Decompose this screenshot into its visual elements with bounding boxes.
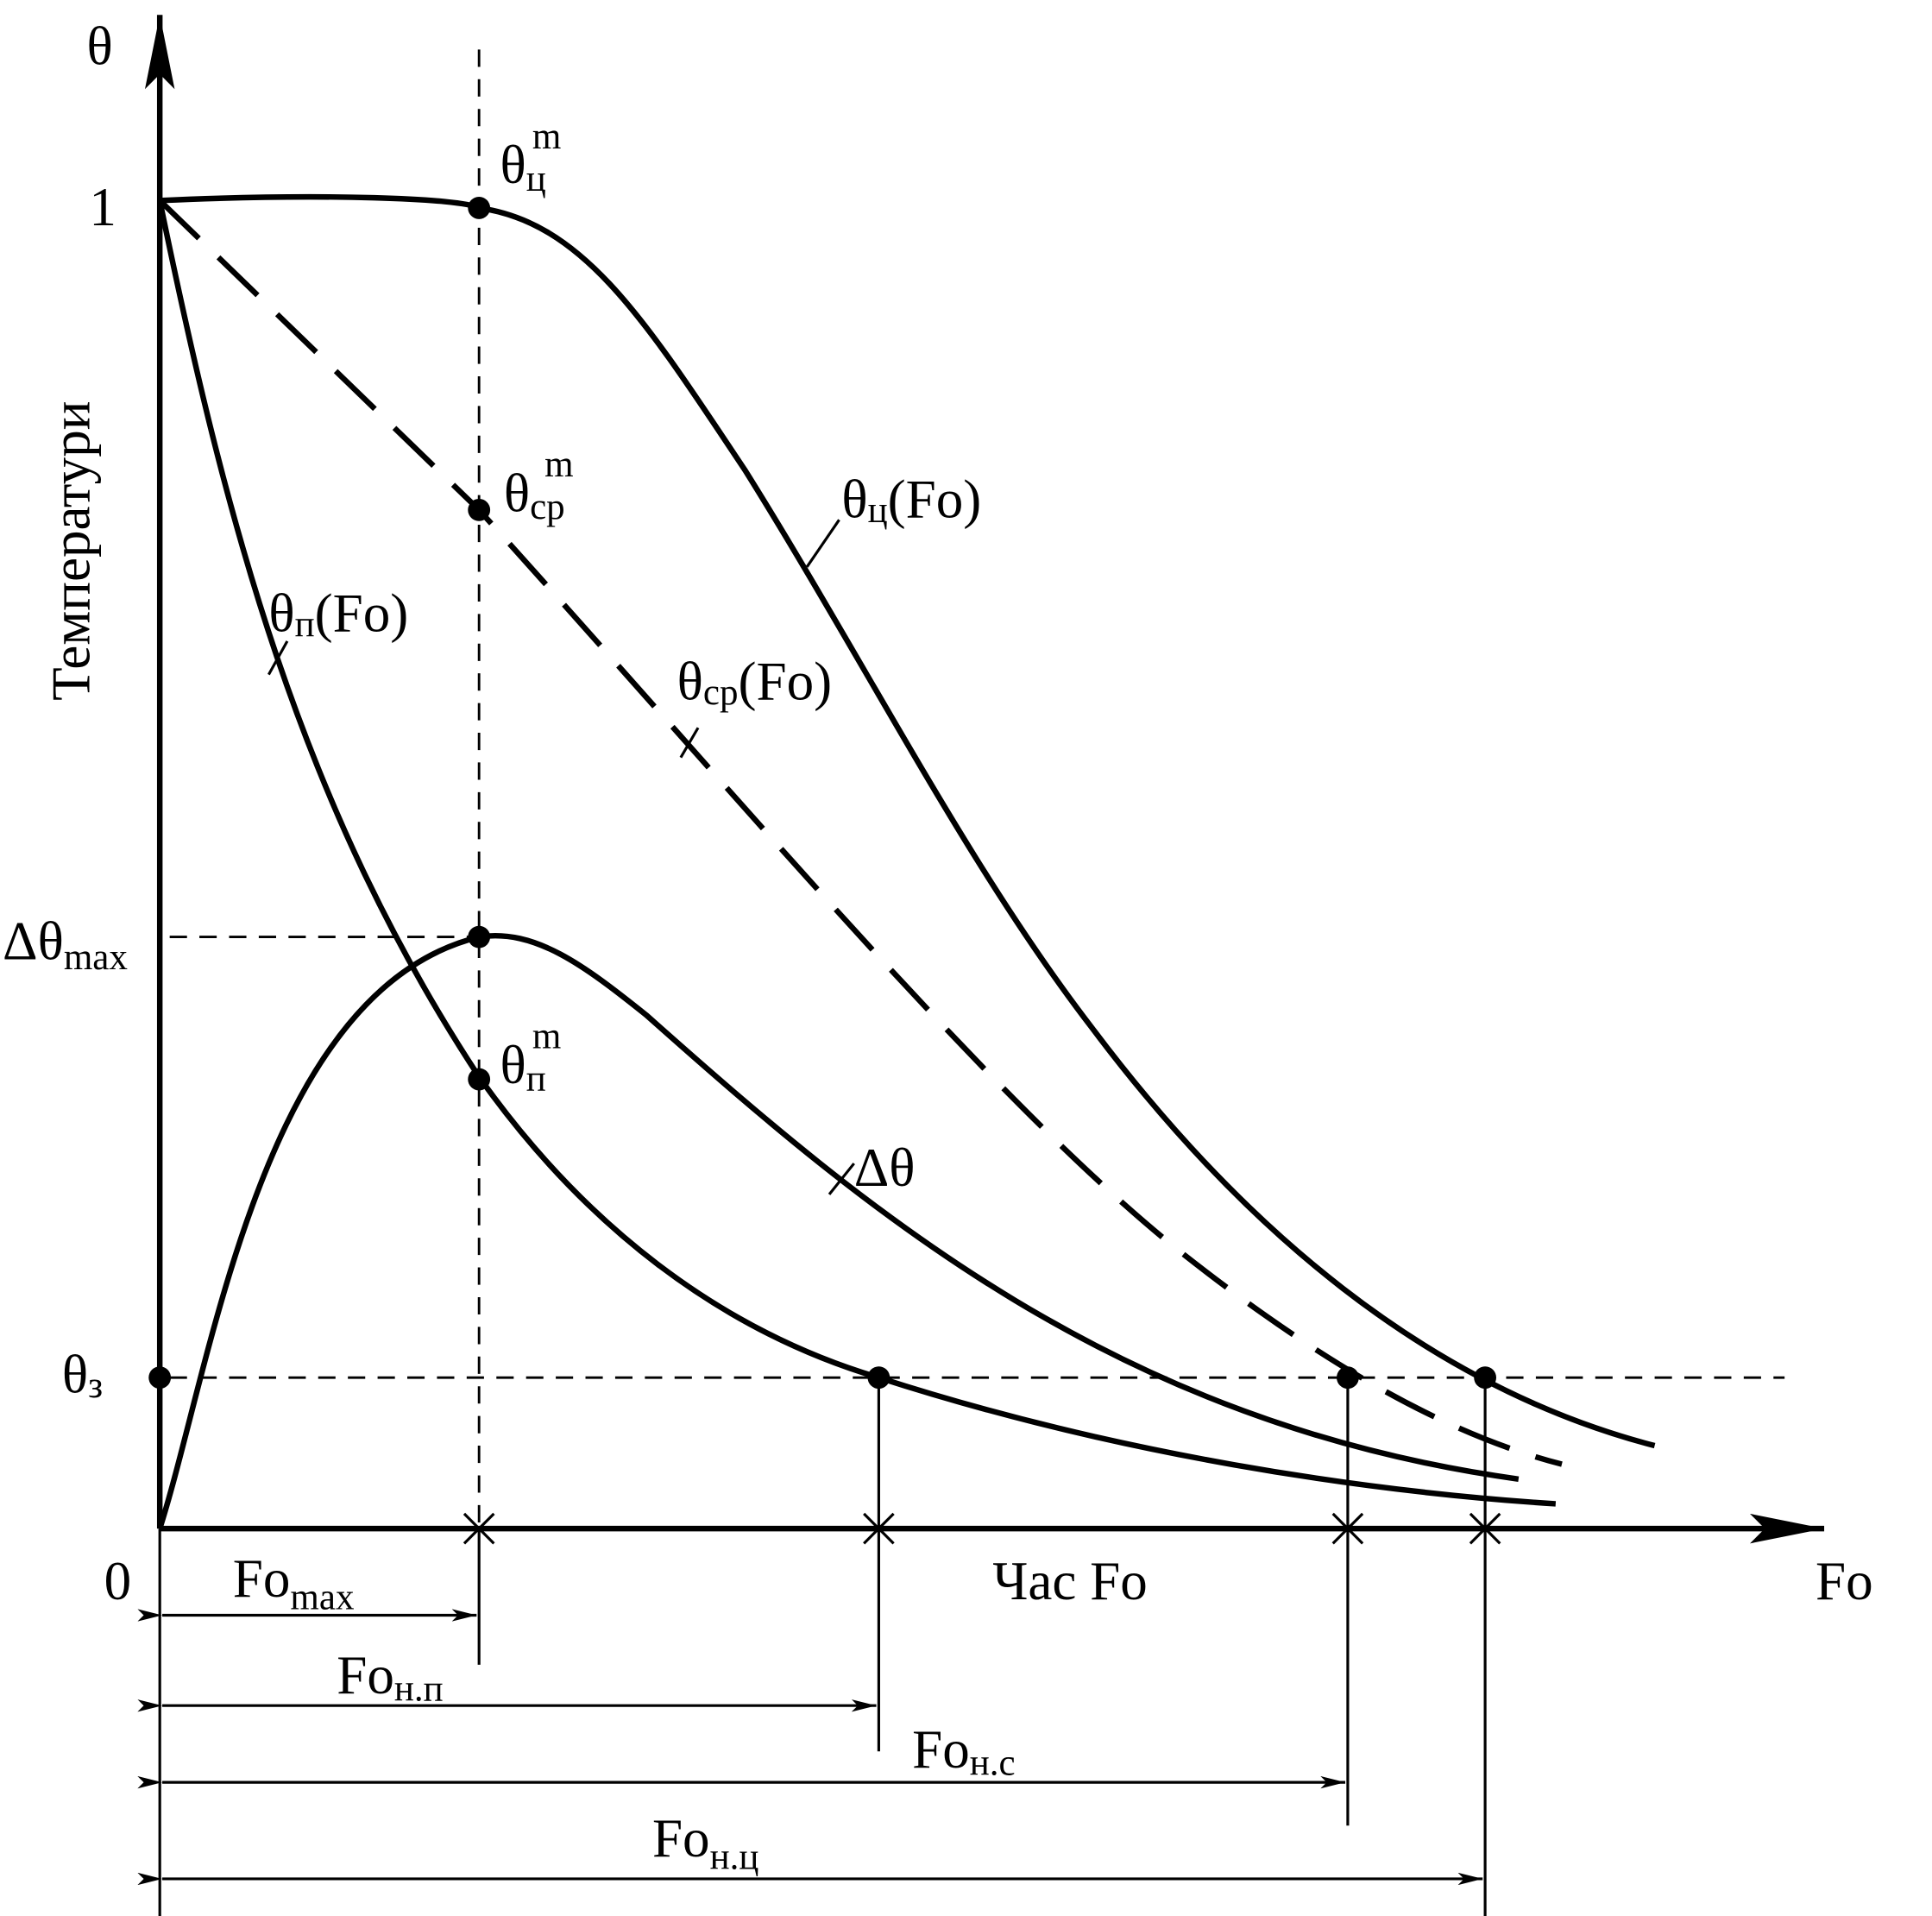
curve-label: θп(Fo) xyxy=(268,583,408,645)
point-label: θпm xyxy=(500,1017,562,1100)
label-base: θ xyxy=(268,583,294,643)
label-sub: н.с xyxy=(970,1743,1016,1784)
curve-label: θср(Fo) xyxy=(677,651,833,713)
label-sub: п xyxy=(526,1058,546,1099)
label-sub: н.п xyxy=(394,1668,444,1709)
y-title: Температури xyxy=(41,400,101,700)
label-sub: ц xyxy=(526,159,546,199)
label-base: θ xyxy=(841,469,867,529)
label-sup: m xyxy=(532,117,561,157)
curve-label: Δθ xyxy=(854,1138,916,1198)
interval-label: Foн.с xyxy=(912,1719,1016,1784)
label-sub: ср xyxy=(703,672,739,713)
origin: 0 xyxy=(104,1551,132,1611)
label-base: θ xyxy=(677,651,703,711)
label-tail: (Fo) xyxy=(888,469,982,529)
y-one: 1 xyxy=(89,177,116,237)
interval-label: Foн.п xyxy=(337,1645,443,1710)
label-sup: m xyxy=(544,444,573,485)
y-symbol: θ xyxy=(87,16,113,77)
point xyxy=(1337,1366,1359,1390)
label-base: θ xyxy=(62,1344,88,1404)
leader xyxy=(828,1163,855,1195)
leader xyxy=(679,727,700,759)
point xyxy=(468,498,491,521)
point-label: θсрm xyxy=(504,444,574,527)
label-base: θ xyxy=(500,135,526,195)
label-tail: (Fo) xyxy=(315,583,409,643)
label-sub: ц xyxy=(868,490,888,531)
y-label: Δθmax xyxy=(3,911,128,977)
point xyxy=(468,1068,491,1091)
leader xyxy=(805,519,840,568)
label-sub: max xyxy=(290,1577,354,1617)
leader xyxy=(267,640,289,676)
points xyxy=(148,197,1497,1390)
point xyxy=(468,197,491,219)
label-sub: ср xyxy=(530,487,565,527)
point xyxy=(148,1366,172,1390)
curve-mean xyxy=(157,199,1563,1467)
point xyxy=(1474,1366,1497,1390)
curve-surface xyxy=(157,199,1557,1507)
label-sub: н.ц xyxy=(710,1837,759,1878)
label-sup: m xyxy=(532,1017,561,1057)
label-sub: п xyxy=(295,604,315,645)
label-sub: з xyxy=(88,1365,103,1406)
point xyxy=(867,1366,890,1390)
label-base: Fo xyxy=(912,1719,970,1780)
label-base: θ xyxy=(504,463,530,523)
y-label: θз xyxy=(62,1344,103,1406)
label-base: θ xyxy=(500,1035,526,1095)
curve-center xyxy=(160,193,1656,1449)
label-tail: (Fo) xyxy=(738,651,832,711)
x-symbol: Fo xyxy=(1816,1551,1873,1611)
label-base: Δθ xyxy=(3,911,64,971)
label-base: Fo xyxy=(337,1645,394,1705)
x-title: Час Fo xyxy=(992,1551,1147,1611)
label-base: Fo xyxy=(652,1808,710,1869)
label-sub: max xyxy=(64,937,128,978)
curve-label: θц(Fo) xyxy=(841,469,981,531)
label-base: Fo xyxy=(233,1548,291,1609)
tick-cross xyxy=(463,1512,1501,1545)
interval-label: Foн.ц xyxy=(652,1808,758,1877)
point xyxy=(468,925,491,949)
interval-label: Fomax xyxy=(233,1548,355,1617)
point-label: θцm xyxy=(500,117,562,199)
curve-difference xyxy=(157,933,1520,1530)
